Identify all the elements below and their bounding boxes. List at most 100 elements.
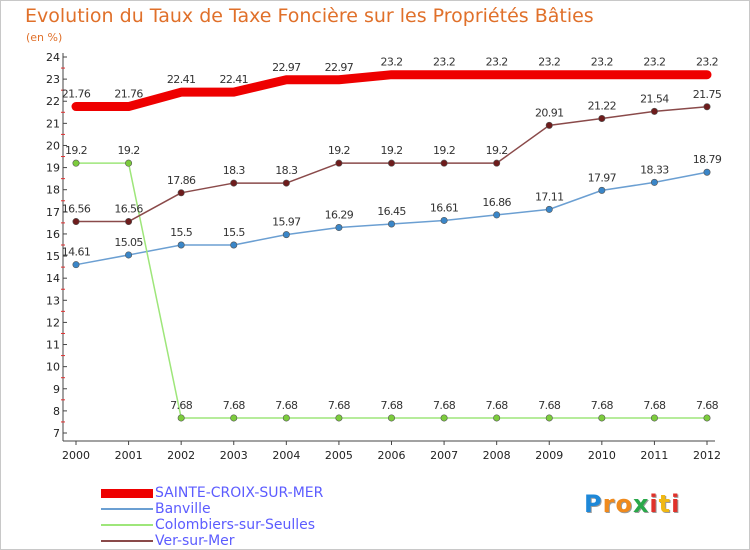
data-label-colombiers-sur-seulles: 19.2 — [65, 144, 87, 157]
logo-letter: r — [602, 490, 616, 518]
x-tick-label: 2000 — [62, 449, 90, 462]
data-point-colombiers-sur-seulles — [545, 414, 553, 422]
y-tick-label: 10 — [46, 361, 60, 374]
data-label-colombiers-sur-seulles: 7.68 — [170, 399, 193, 412]
data-point-ver-sur-mer — [545, 121, 553, 129]
y-tick-label: 19 — [46, 162, 60, 175]
y-tick-label: 22 — [46, 95, 60, 108]
data-label-colombiers-sur-seulles: 7.68 — [643, 399, 666, 412]
y-tick-label: 8 — [53, 405, 60, 418]
data-label-ver-sur-mer: 18.3 — [275, 164, 298, 177]
y-tick-label: 11 — [46, 339, 60, 352]
data-point-ver-sur-mer — [72, 218, 80, 226]
y-tick-label: 14 — [46, 272, 60, 285]
legend-label: Colombiers-sur-Seulles — [155, 517, 316, 533]
data-label-ver-sur-mer: 19.2 — [380, 144, 402, 157]
data-point-banville — [650, 178, 658, 186]
x-tick-label: 2004 — [272, 449, 300, 462]
data-label-sainte-croix-sur-mer: 23.2 — [591, 56, 613, 69]
data-label-sainte-croix-sur-mer: 21.76 — [62, 88, 91, 101]
data-point-colombiers-sur-seulles — [598, 414, 606, 422]
data-point-banville — [72, 261, 80, 269]
data-label-banville: 16.45 — [377, 205, 406, 218]
x-tick-label: 2005 — [325, 449, 353, 462]
data-label-banville: 16.29 — [325, 209, 354, 222]
x-tick-label: 2002 — [167, 449, 195, 462]
data-point-ver-sur-mer — [703, 103, 711, 111]
y-tick-label: 17 — [46, 206, 60, 219]
data-label-sainte-croix-sur-mer: 23.2 — [433, 56, 455, 69]
data-label-banville: 18.33 — [640, 163, 669, 176]
data-point-banville — [230, 241, 238, 249]
legend-swatch — [101, 524, 153, 526]
chart-title: Evolution du Taux de Taxe Foncière sur l… — [25, 5, 594, 27]
x-tick-label: 2011 — [640, 449, 668, 462]
y-tick-label: 24 — [46, 51, 60, 64]
chart-unit-label: (en %) — [26, 31, 63, 44]
data-point-ver-sur-mer — [440, 159, 448, 167]
data-point-ver-sur-mer — [493, 159, 501, 167]
legend-item-banville: Banville — [101, 501, 361, 517]
data-point-colombiers-sur-seulles — [72, 159, 80, 167]
data-point-colombiers-sur-seulles — [387, 414, 395, 422]
x-tick-label: 2010 — [588, 449, 616, 462]
y-tick-label: 13 — [46, 294, 60, 307]
legend-item-colombiers-sur-seulles: Colombiers-sur-Seulles — [101, 517, 361, 533]
data-point-banville — [125, 251, 133, 259]
data-label-ver-sur-mer: 21.22 — [588, 99, 617, 112]
legend-label: Ver-sur-Mer — [155, 533, 235, 549]
data-point-colombiers-sur-seulles — [703, 414, 711, 422]
data-label-sainte-croix-sur-mer: 23.2 — [380, 56, 402, 69]
x-tick-label: 2001 — [115, 449, 143, 462]
logo-letter: P — [584, 490, 603, 518]
data-point-ver-sur-mer — [230, 179, 238, 187]
data-point-colombiers-sur-seulles — [493, 414, 501, 422]
data-label-ver-sur-mer: 18.3 — [223, 164, 246, 177]
data-label-banville: 15.5 — [170, 226, 193, 239]
series-line-sainte-croix-sur-mer — [71, 70, 712, 112]
data-point-colombiers-sur-seulles — [177, 414, 185, 422]
logo-letter: t — [658, 490, 672, 518]
y-tick-label: 20 — [46, 139, 60, 152]
data-label-sainte-croix-sur-mer: 22.97 — [272, 61, 301, 74]
data-point-ver-sur-mer — [598, 114, 606, 122]
y-tick-label: 16 — [46, 228, 60, 241]
x-tick-label: 2007 — [430, 449, 458, 462]
legend-item-ver-sur-mer: Ver-sur-Mer — [101, 533, 361, 549]
y-tick-label: 23 — [46, 73, 60, 86]
data-label-ver-sur-mer: 16.56 — [114, 203, 143, 216]
chart-legend: SAINTE-CROIX-SUR-MER Banville Colombiers-s… — [101, 485, 361, 549]
data-label-colombiers-sur-seulles: 7.68 — [275, 399, 298, 412]
data-point-banville — [545, 205, 553, 213]
data-label-ver-sur-mer: 19.2 — [433, 144, 455, 157]
series-line-colombiers-sur-seulles — [75, 162, 708, 419]
data-point-banville — [703, 168, 711, 176]
data-label-colombiers-sur-seulles: 19.2 — [118, 144, 140, 157]
y-tick-label: 9 — [53, 383, 60, 396]
x-tick-label: 2008 — [483, 449, 511, 462]
data-label-sainte-croix-sur-mer: 21.76 — [114, 88, 143, 101]
data-point-colombiers-sur-seulles — [335, 414, 343, 422]
data-point-ver-sur-mer — [282, 179, 290, 187]
data-label-sainte-croix-sur-mer: 23.2 — [643, 56, 665, 69]
data-label-banville: 17.97 — [588, 171, 617, 184]
data-label-banville: 16.86 — [482, 196, 511, 209]
data-label-colombiers-sur-seulles: 7.68 — [538, 399, 561, 412]
logo-letter: o — [615, 490, 633, 518]
x-tick-label: 2003 — [220, 449, 248, 462]
logo-letter: i — [649, 490, 659, 518]
x-tick-label: 2012 — [693, 449, 721, 462]
data-point-ver-sur-mer — [650, 107, 658, 115]
y-tick-label: 7 — [53, 427, 60, 440]
data-point-colombiers-sur-seulles — [440, 414, 448, 422]
data-label-sainte-croix-sur-mer: 23.2 — [538, 56, 560, 69]
legend-item-sainte-croix-sur-mer: SAINTE-CROIX-SUR-MER — [101, 485, 361, 501]
data-label-sainte-croix-sur-mer: 23.2 — [696, 56, 718, 69]
y-tick-label: 15 — [46, 250, 60, 263]
data-point-banville — [177, 241, 185, 249]
proxiti-logo: Proxiti — [584, 490, 680, 518]
data-label-banville: 17.11 — [535, 190, 564, 203]
data-label-colombiers-sur-seulles: 7.68 — [328, 399, 351, 412]
